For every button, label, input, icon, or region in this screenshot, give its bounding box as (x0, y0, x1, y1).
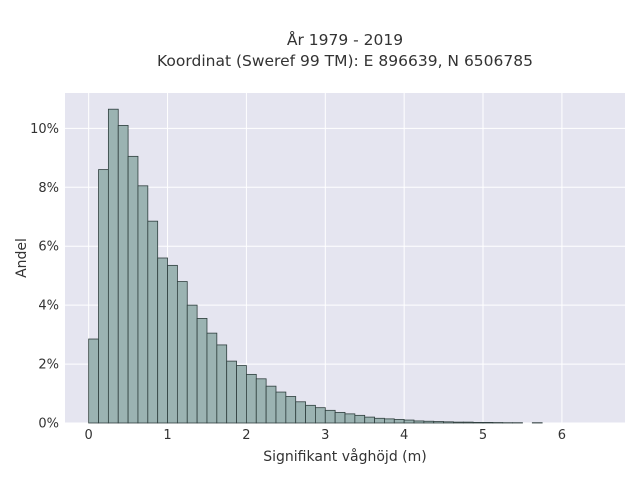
x-tick-label: 3 (321, 428, 329, 443)
histogram-bar (413, 420, 425, 424)
histogram-bar (157, 257, 168, 424)
y-tick-label: 0% (38, 417, 59, 432)
histogram-bar (374, 417, 385, 424)
chart-subtitle: Koordinat (Sweref 99 TM): E 896639, N 65… (157, 52, 533, 70)
histogram-bar (226, 360, 237, 424)
histogram-bar (305, 404, 316, 424)
x-axis-ticks: 0 1 2 3 4 5 6 (85, 428, 567, 443)
histogram-bar (344, 413, 356, 424)
x-axis-label: Signifikant våghöjd (m) (263, 448, 426, 465)
histogram-bar (196, 318, 208, 424)
histogram-bar (315, 407, 326, 424)
histogram-bar (186, 304, 198, 424)
histogram-bar (443, 421, 454, 424)
y-tick-label: 6% (38, 240, 59, 255)
histogram-bar (453, 421, 464, 424)
histogram-bar (265, 385, 277, 424)
histogram-bar (285, 396, 297, 424)
histogram-bar (433, 421, 444, 424)
y-tick-label: 4% (38, 299, 59, 314)
histogram-bar (482, 422, 494, 424)
histogram-bar (403, 419, 415, 424)
histogram-bar (216, 344, 228, 424)
chart-title: År 1979 - 2019 (287, 30, 403, 49)
histogram-bars (88, 108, 543, 424)
histogram-bar (423, 420, 435, 424)
x-tick-label: 5 (479, 428, 487, 443)
x-tick-label: 6 (558, 428, 566, 443)
histogram-bar (246, 373, 257, 424)
histogram-bar (127, 155, 139, 424)
y-tick-label: 2% (38, 358, 59, 373)
x-tick-label: 0 (85, 428, 93, 443)
histogram-bar (462, 421, 474, 424)
histogram-bar (98, 169, 109, 424)
histogram-bar (334, 411, 346, 424)
histogram-bar (117, 125, 129, 424)
histogram-bar (88, 338, 99, 424)
y-tick-label: 10% (30, 122, 59, 137)
histogram-bar (206, 332, 218, 424)
histogram-bar (275, 391, 287, 424)
histogram-bar (176, 281, 188, 424)
histogram-bar (147, 220, 159, 424)
histogram-bar (107, 108, 119, 424)
histogram-bar (324, 409, 336, 424)
y-axis-ticks: 0% 2% 4% 6% 8% 10% (30, 122, 59, 432)
histogram-bar (167, 264, 178, 424)
x-tick-label: 4 (400, 428, 408, 443)
histogram-bar (295, 401, 306, 424)
histogram-bar (364, 416, 375, 424)
histogram-bar (393, 419, 405, 424)
histogram-bar (137, 185, 149, 424)
histogram-bar (472, 422, 484, 424)
histogram-bar (384, 418, 395, 424)
y-tick-label: 8% (38, 181, 59, 196)
x-tick-label: 1 (163, 428, 171, 443)
histogram-bar (354, 414, 366, 424)
y-axis-label: Andel (14, 238, 30, 278)
histogram-bar (255, 378, 267, 424)
histogram-bar (236, 365, 247, 424)
x-tick-label: 2 (242, 428, 250, 443)
